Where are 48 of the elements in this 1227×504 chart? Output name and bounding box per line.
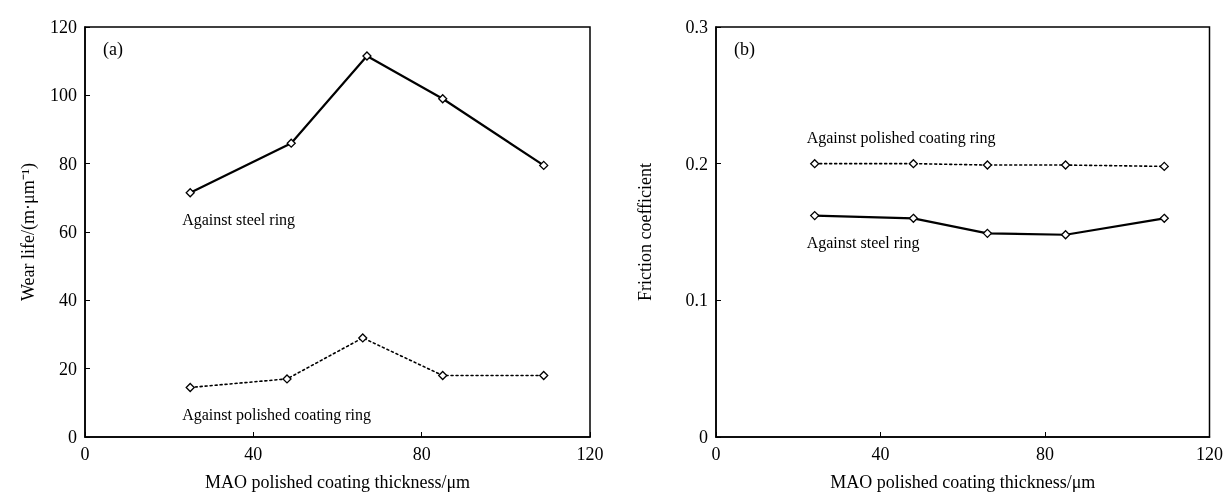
x-tick-label: 0 [711,444,721,464]
y-tick-label: 20 [59,358,77,379]
point [1060,230,1071,240]
y-tick-label: 40 [59,290,77,311]
point [810,210,820,221]
x-tick-label: 40 [244,444,263,464]
point [185,188,195,198]
point [539,370,549,381]
y-axis-title: Wear life/(m·μm⁻¹) [18,162,39,302]
y-tick-label: 100 [50,85,77,106]
y-tick-label: 0.2 [685,153,708,174]
x-tick-label: 0 [80,444,90,464]
x-tick-label: 40 [871,444,890,464]
y-tick-label: 80 [59,153,77,174]
y-tick-label: 0.3 [685,17,708,37]
series-label: Against polished coating ring [806,128,996,147]
point [908,159,919,169]
x-axis-title: MAO polished coating thickness/μm [204,472,471,492]
point [908,213,919,223]
y-tick-label: 0 [68,427,77,447]
x-tick-label: 120 [576,444,604,464]
y-tick-label: 60 [59,222,77,242]
y-tick-label: 0.1 [685,290,708,311]
point [438,94,448,104]
annotation: (b) [734,39,755,60]
x-tick-label: 80 [1036,444,1054,464]
point [982,160,993,170]
point [282,374,292,384]
x-tick-label: 120 [1196,444,1223,464]
annotation: (a) [103,39,123,60]
x-tick-label: 80 [412,444,431,464]
point [1060,160,1071,170]
series-label: Against polished coating ring [182,405,372,424]
point [358,333,368,343]
point [185,382,195,393]
point [982,228,993,239]
point [286,138,296,148]
x-axis-title: MAO polished coating thickness/μm [830,472,1096,492]
y-axis-title: Friction coefficient [635,162,655,302]
point [1159,161,1169,172]
point [810,159,820,169]
series-label: Against steel ring [806,233,920,252]
series-label: Against steel ring [182,210,296,229]
y-tick-label: 0 [699,427,708,447]
point [539,160,549,171]
y-tick-label: 120 [50,17,77,37]
point [1159,213,1169,223]
point [438,370,448,381]
